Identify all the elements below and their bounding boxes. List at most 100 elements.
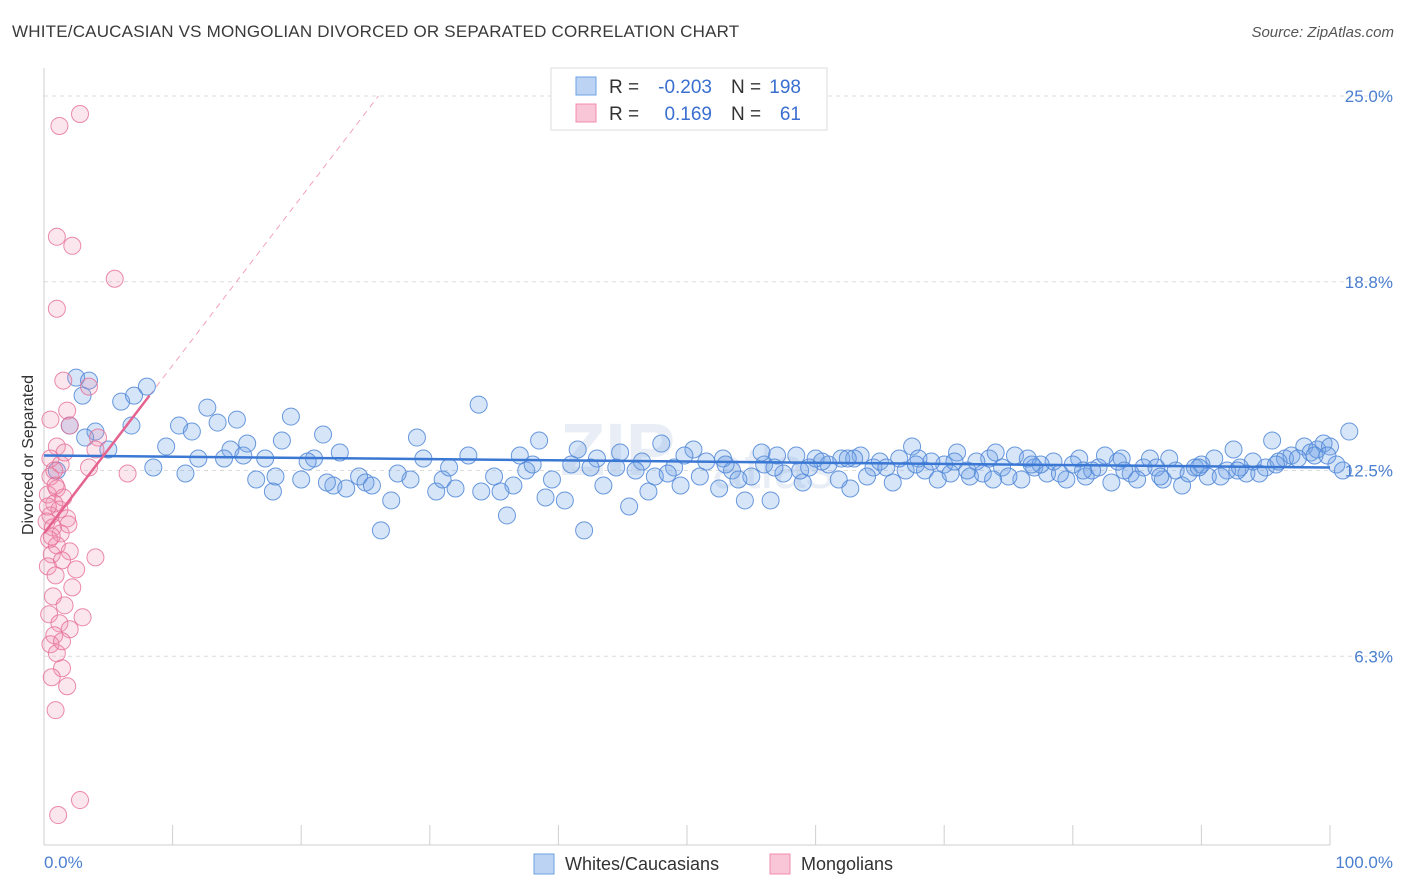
point-mongolian-33: [86, 548, 105, 567]
point-mongolian-8: [41, 410, 60, 429]
point-white-154: [967, 452, 986, 471]
point-white-196: [1151, 467, 1170, 486]
point-white-4: [80, 371, 99, 390]
point-white-131: [469, 395, 488, 414]
point-white-165: [1147, 458, 1166, 477]
point-mongolian-7: [58, 401, 77, 420]
point-mongolian-38: [55, 596, 74, 615]
point-white-198: [1228, 461, 1247, 480]
point-white-162: [1095, 446, 1114, 465]
point-white-181: [523, 455, 542, 474]
point-white-136: [611, 443, 630, 462]
point-mongolian-43: [41, 635, 60, 654]
trend-line-mongolian: [43, 394, 151, 535]
x-tick-min: 0.0%: [44, 853, 83, 872]
point-mongolian-2: [47, 227, 66, 246]
point-white-141: [729, 470, 748, 489]
chart-title: WHITE/CAUCASIAN VS MONGOLIAN DIVORCED OR…: [12, 22, 740, 41]
point-white-153: [958, 461, 977, 480]
point-white-8: [125, 386, 144, 405]
point-white-68: [793, 473, 812, 492]
point-white-184: [658, 464, 677, 483]
point-mongolian-48: [46, 701, 65, 720]
point-white-143: [768, 446, 787, 465]
point-white-32: [371, 521, 390, 540]
point-white-146: [829, 470, 848, 489]
legend-n-value-white: 198: [769, 77, 801, 98]
point-white-175: [215, 449, 234, 468]
point-white-29: [337, 479, 356, 498]
point-mongolian-51: [80, 377, 99, 396]
point-mongolian-30: [60, 542, 79, 561]
point-white-125: [176, 464, 195, 483]
trend-line-white: [43, 454, 1331, 469]
point-mongolian-59: [53, 632, 72, 651]
y-tick-label-0: 25.0%: [1345, 87, 1393, 106]
point-white-52: [620, 497, 639, 516]
point-white-23: [272, 431, 291, 450]
point-white-62: [735, 491, 754, 510]
point-mongolian-22: [50, 500, 69, 519]
point-white-19: [234, 446, 253, 465]
point-mongolian-18: [47, 479, 66, 498]
grid: [44, 95, 1393, 657]
point-white-65: [761, 491, 780, 510]
point-white-166: [1160, 449, 1179, 468]
point-mongolian-5: [47, 299, 66, 318]
point-white-27: [314, 425, 333, 444]
point-white-139: [690, 467, 709, 486]
y-tick-labels: 25.0% 18.8% 12.5% 6.3%: [1345, 87, 1393, 666]
point-mongolian-6: [54, 371, 73, 390]
point-white-129: [388, 464, 407, 483]
point-white-18: [227, 410, 246, 429]
point-mongolian-39: [40, 605, 59, 624]
point-mongolian-31: [42, 545, 61, 564]
point-white-173: [1288, 449, 1307, 468]
point-white-9: [137, 377, 156, 396]
point-mongolian-9: [60, 416, 79, 435]
point-white-20: [247, 470, 266, 489]
point-white-134: [562, 455, 581, 474]
y-tick-label-1: 18.8%: [1345, 273, 1393, 292]
point-white-54: [639, 482, 658, 501]
point-mongolian-45: [53, 659, 72, 678]
point-white-24: [281, 407, 300, 426]
point-white-195: [1112, 449, 1131, 468]
point-white-180: [491, 482, 510, 501]
point-white-40: [472, 482, 491, 501]
point-white-192: [984, 470, 1003, 489]
point-white-16: [208, 413, 227, 432]
point-white-191: [945, 452, 964, 471]
point-mongolian-35: [46, 566, 65, 585]
point-mongolian-34: [38, 557, 57, 576]
point-white-57: [671, 476, 690, 495]
point-white-155: [986, 443, 1005, 462]
point-white-11: [157, 437, 176, 456]
point-white-108: [1224, 440, 1243, 459]
point-mongolian-10: [89, 428, 108, 447]
point-white-135: [587, 449, 606, 468]
legend-n-value-mongolian: 61: [780, 104, 801, 125]
series-legend: Whites/Caucasians Mongolians: [533, 853, 893, 875]
point-white-3: [73, 386, 92, 405]
point-white-15: [198, 398, 217, 417]
point-white-38: [446, 479, 465, 498]
point-white-156: [999, 467, 1018, 486]
point-white-51: [607, 458, 626, 477]
point-white-183: [626, 461, 645, 480]
point-mongolian-3: [63, 236, 82, 255]
point-white-49: [575, 521, 594, 540]
point-white-76: [883, 473, 902, 492]
point-mongolian-1: [71, 104, 90, 123]
legend-r-value-mongolian: 0.169: [664, 104, 712, 125]
point-white-179: [440, 458, 459, 477]
point-white-14: [189, 449, 208, 468]
point-mongolian-50: [49, 806, 68, 825]
point-white-130: [407, 428, 426, 447]
point-white-138: [675, 446, 694, 465]
point-mongolian-55: [59, 515, 78, 534]
point-white-168: [1192, 455, 1211, 474]
point-mongolian-58: [67, 560, 86, 579]
point-white-176: [266, 467, 285, 486]
x-tick-max: 100.0%: [1335, 853, 1393, 872]
